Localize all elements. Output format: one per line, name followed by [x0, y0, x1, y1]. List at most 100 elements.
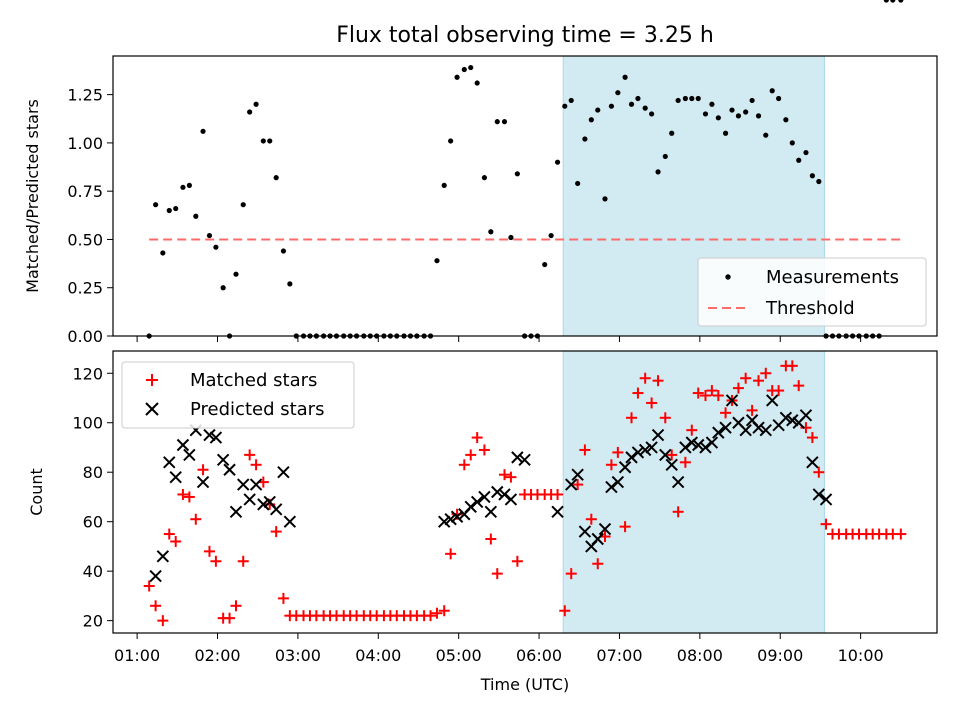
- legend-threshold-label: Threshold: [765, 298, 855, 319]
- y-tick-label: 0.50: [67, 230, 103, 249]
- matched-point: [572, 479, 584, 491]
- predicted-point: [739, 423, 752, 437]
- matched-point: [652, 375, 664, 387]
- measurement-point: [160, 250, 166, 256]
- legend-matched-label: Matched stars: [190, 370, 317, 391]
- measurement-point: [468, 64, 474, 71]
- predicted-point: [725, 394, 739, 407]
- predicted-point-b: [725, 394, 739, 407]
- legend-measurements-marker: [725, 274, 731, 280]
- measurement-point: [776, 95, 782, 102]
- predicted-point-b: [444, 513, 457, 526]
- matched-point: [237, 555, 249, 567]
- bottom-legend: Matched stars Predicted stars: [121, 361, 355, 429]
- measurement-point: [542, 261, 548, 268]
- measurement-point: [461, 66, 467, 73]
- predicted-point-b: [450, 510, 464, 523]
- matched-point: [619, 521, 631, 533]
- measurement-point: [595, 107, 601, 113]
- matched-point: [740, 372, 752, 384]
- matched-point: [592, 558, 604, 570]
- predicted-point: [618, 461, 632, 474]
- predicted-point-b: [551, 505, 564, 518]
- predicted-point: [243, 493, 256, 506]
- matched-point: [686, 424, 698, 436]
- bottom-axes-frame: [112, 350, 938, 634]
- measurement-point: [635, 95, 641, 102]
- matched-point: [746, 404, 758, 416]
- matched-point: [244, 449, 256, 461]
- predicted-point-b: [498, 488, 511, 501]
- measurement-point: [200, 128, 206, 134]
- y-tick-label: 100: [72, 414, 103, 433]
- predicted-point-b: [478, 490, 491, 504]
- x-tick-label: 02:00: [194, 646, 240, 665]
- measurement-point: [474, 80, 480, 86]
- y-tick-label: 20: [83, 612, 103, 631]
- predicted-point-b: [237, 478, 250, 491]
- matched-point: [163, 528, 175, 540]
- measurement-point: [743, 109, 749, 115]
- measurement-point: [173, 205, 179, 212]
- matched-point: [230, 600, 242, 612]
- matched-point: [760, 367, 772, 379]
- predicted-point: [551, 505, 564, 518]
- predicted-point: [712, 426, 725, 439]
- predicted-point: [812, 488, 826, 501]
- x-tick-label: 09:00: [757, 646, 803, 665]
- measurement-point: [267, 138, 273, 144]
- predicted-point-b: [631, 446, 645, 459]
- matched-point: [559, 605, 571, 617]
- y-tick-label: 40: [83, 562, 103, 581]
- matched-point: [471, 432, 483, 444]
- measurement-point: [454, 74, 460, 80]
- matched-point: [793, 380, 805, 392]
- matched-point: [895, 528, 907, 540]
- matched-point: [712, 390, 724, 402]
- predicted-point: [209, 431, 223, 444]
- measurement-point: [803, 149, 809, 156]
- predicted-point: [705, 436, 719, 449]
- matched-point: [552, 488, 564, 500]
- predicted-point-b: [719, 421, 732, 434]
- matched-point: [632, 387, 644, 399]
- bottom-legend-box: [121, 361, 355, 429]
- measurement-point: [501, 119, 508, 125]
- predicted-point-b: [819, 493, 833, 506]
- predicted-point: [450, 510, 464, 523]
- predicted-point-b: [759, 423, 772, 437]
- y-tick-label: 1.25: [67, 86, 103, 105]
- predicted-point: [498, 488, 511, 501]
- y-tick-label: 0.00: [67, 327, 103, 346]
- predicted-point-b: [491, 485, 504, 499]
- predicted-point-b: [786, 414, 799, 427]
- predicted-point-b: [699, 441, 712, 454]
- predicted-point: [269, 503, 283, 516]
- matched-point: [679, 456, 691, 468]
- measurement-point: [180, 184, 186, 190]
- matched-point: [579, 444, 591, 456]
- measurements-series: [146, 0, 904, 339]
- predicted-point-b: [799, 409, 813, 422]
- matched-point: [732, 382, 744, 394]
- predicted-point-b: [739, 423, 752, 437]
- y-tick-label: 80: [83, 463, 103, 482]
- predicted-point: [605, 480, 618, 494]
- predicted-point-b: [203, 428, 216, 442]
- predicted-point-b: [765, 394, 779, 407]
- predicted-point: [249, 478, 263, 491]
- bottom-x-axis: 01:00 02:00 03:00 04:00 05:00 06:00 07:00 08:00…: [114, 633, 884, 665]
- measurement-point: [247, 109, 253, 115]
- predicted-point-b: [665, 458, 678, 471]
- predicted-point: [464, 500, 477, 514]
- predicted-point-b: [229, 505, 243, 518]
- measurement-point: [890, 0, 896, 3]
- matched-point: [438, 605, 450, 617]
- measurement-point: [809, 173, 815, 179]
- predicted-point: [565, 478, 578, 491]
- matched-point: [431, 607, 443, 619]
- top-x-ticks: [136, 336, 862, 342]
- predicted-point-b: [812, 488, 826, 501]
- matched-point: [753, 375, 765, 387]
- measurement-point: [689, 95, 695, 102]
